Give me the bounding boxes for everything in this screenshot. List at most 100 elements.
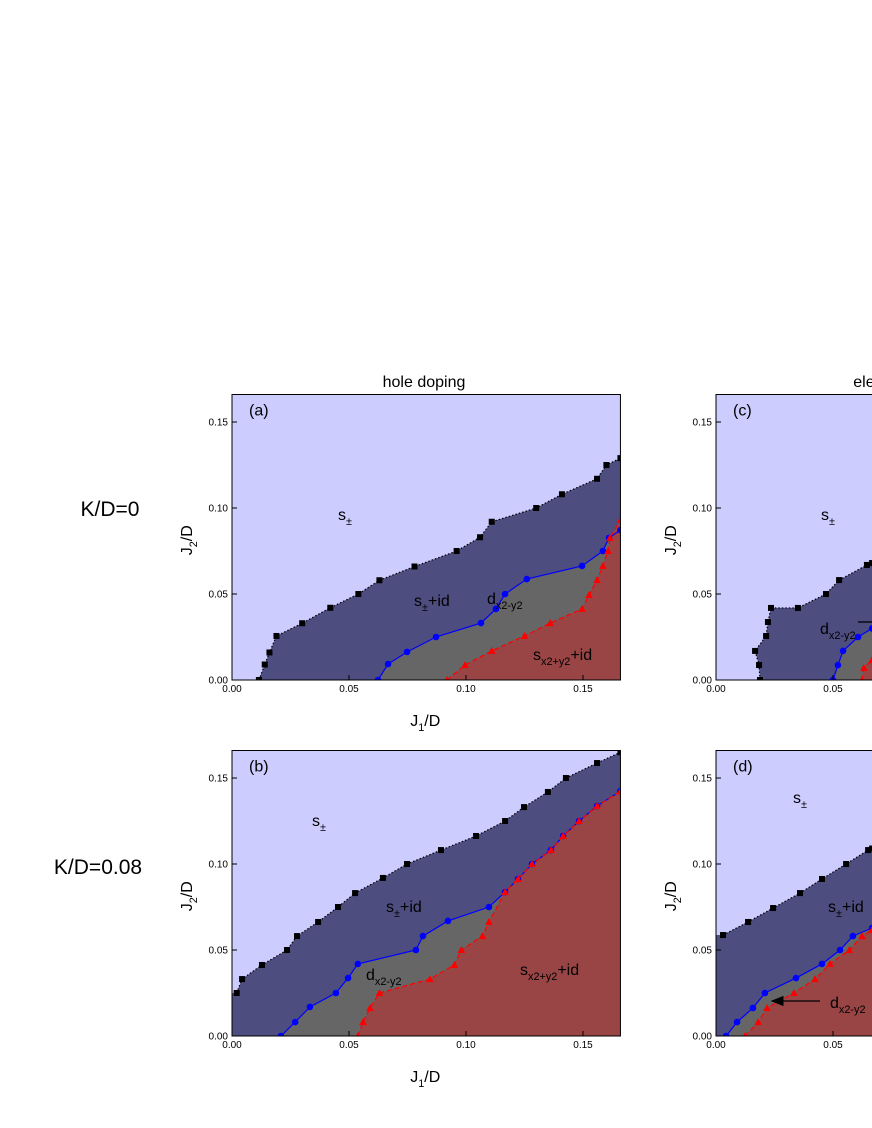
label-suffix: /D xyxy=(663,525,680,541)
y-tick-label: 0.15 xyxy=(209,774,229,785)
marker xyxy=(354,960,362,968)
marker xyxy=(501,590,509,598)
rich-label: J1/D xyxy=(410,713,440,734)
column-title: hole doping xyxy=(383,374,466,391)
marker xyxy=(790,989,798,997)
marker xyxy=(375,989,384,997)
marker xyxy=(834,661,842,669)
x-tick-label: 0.05 xyxy=(823,684,843,695)
marker xyxy=(355,1032,361,1036)
phase-region xyxy=(232,520,621,680)
label-sub: ± xyxy=(829,516,835,528)
marker xyxy=(277,1032,285,1036)
marker xyxy=(593,576,601,584)
marker xyxy=(754,1018,762,1026)
label-main: s xyxy=(828,899,836,916)
label-main: s xyxy=(821,507,829,524)
marker xyxy=(859,676,865,680)
marker xyxy=(544,788,551,795)
marker xyxy=(450,960,459,968)
marker xyxy=(501,888,509,896)
label-main: d xyxy=(830,995,839,1012)
marker xyxy=(770,905,777,912)
marker xyxy=(403,648,411,656)
marker xyxy=(761,989,769,997)
plot-area xyxy=(716,845,872,1036)
marker xyxy=(488,518,495,525)
rich-label: sx2+y2+id xyxy=(520,962,579,983)
marker xyxy=(487,646,496,654)
marker xyxy=(604,547,612,555)
marker xyxy=(376,577,383,584)
plot-area xyxy=(232,455,621,680)
label-sub: ± xyxy=(346,516,352,528)
marker xyxy=(763,1003,771,1011)
marker xyxy=(617,526,621,534)
marker xyxy=(858,932,866,940)
marker xyxy=(836,946,844,954)
marker xyxy=(478,932,487,940)
label-suffix: +id xyxy=(400,899,422,916)
marker xyxy=(299,620,306,627)
marker xyxy=(869,845,872,852)
rich-label: sx2+y2+id xyxy=(533,647,592,668)
x-tick-label: 0.00 xyxy=(222,1040,242,1051)
label-sub: ± xyxy=(836,908,842,920)
label-main: s xyxy=(338,507,346,524)
marker xyxy=(404,861,411,868)
marker xyxy=(756,677,763,680)
marker xyxy=(352,890,359,897)
rich-label: dx2-y2 xyxy=(487,591,523,612)
marker xyxy=(546,619,555,627)
panel: 0.00 0.05 0.10 0.150.000.050.100.15(a)J1/DJ… xyxy=(179,394,621,734)
marker xyxy=(869,560,872,567)
y-tick-label: 0.15 xyxy=(209,418,229,429)
rich-label: s± xyxy=(312,813,326,834)
marker xyxy=(818,960,826,968)
label-main: s xyxy=(793,790,801,807)
marker xyxy=(453,548,460,555)
marker xyxy=(868,926,872,934)
marker xyxy=(578,604,586,612)
marker xyxy=(722,1032,730,1036)
marker xyxy=(461,661,469,669)
marker xyxy=(485,903,493,911)
rich-label: J2/D xyxy=(663,881,684,911)
marker xyxy=(797,890,804,897)
label-main: s xyxy=(414,593,422,610)
marker xyxy=(419,932,427,940)
label-suffix: /D xyxy=(179,525,196,541)
plot-area xyxy=(716,560,872,680)
rich-label: J2/D xyxy=(663,525,684,555)
marker xyxy=(258,961,265,968)
y-tick-label: 0.05 xyxy=(693,590,713,601)
label-main: d xyxy=(487,591,496,608)
panel-label: (d) xyxy=(733,759,753,776)
marker xyxy=(374,676,382,680)
marker xyxy=(492,605,500,613)
x-tick-label: 0.00 xyxy=(706,684,726,695)
label-sub: x2-y2 xyxy=(375,976,402,988)
label-main: J xyxy=(410,713,418,730)
marker xyxy=(756,662,763,669)
marker xyxy=(742,1032,748,1036)
marker xyxy=(444,676,450,680)
marker xyxy=(426,975,434,983)
marker xyxy=(306,1003,314,1011)
y-tick-label: 0.05 xyxy=(209,946,229,957)
marker xyxy=(384,660,392,668)
marker xyxy=(432,633,440,641)
marker xyxy=(315,918,322,925)
marker xyxy=(749,1004,757,1012)
marker xyxy=(822,591,829,598)
marker xyxy=(594,760,601,767)
marker xyxy=(473,832,480,839)
y-tick-label: 0.15 xyxy=(693,774,713,785)
marker xyxy=(294,933,301,940)
rich-label: J2/D xyxy=(179,881,200,911)
marker xyxy=(457,946,466,954)
marker xyxy=(752,647,759,654)
y-tick-label: 0.10 xyxy=(693,504,713,515)
label-suffix: +id xyxy=(557,962,579,979)
